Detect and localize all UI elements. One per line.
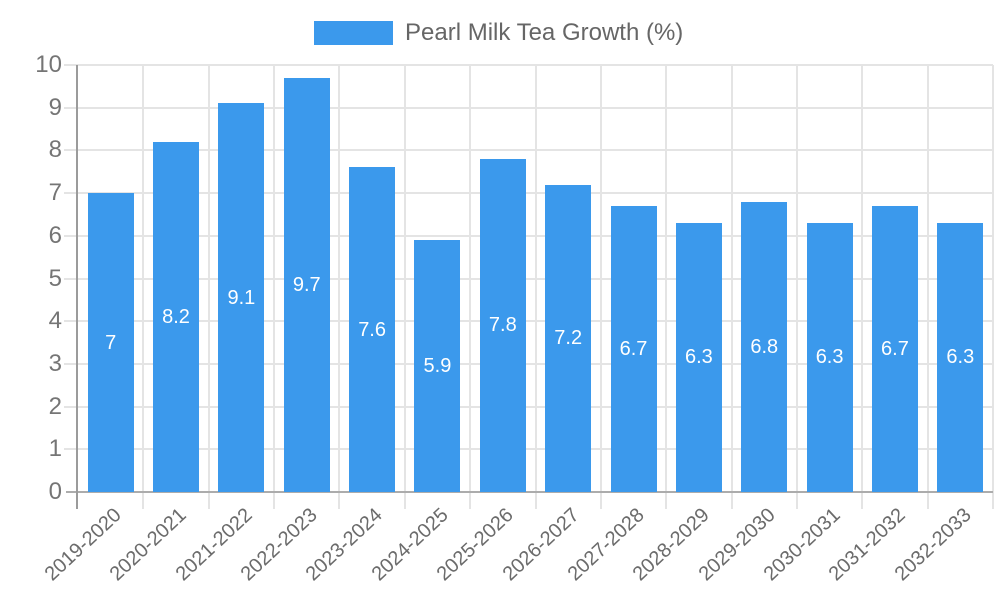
gridline-y: [64, 149, 993, 152]
legend-label: Pearl Milk Tea Growth (%): [405, 19, 684, 46]
y-tick-label: 3: [48, 349, 62, 377]
y-axis: [76, 65, 78, 509]
gridline-y: [64, 405, 993, 408]
gridline-x: [599, 65, 602, 509]
gridline-x: [730, 65, 733, 509]
gridline-y: [64, 192, 993, 195]
y-tick-label: 2: [48, 392, 62, 420]
gridline-x: [469, 65, 472, 509]
bar: [610, 205, 657, 492]
gridline-y: [64, 362, 993, 365]
bar-value-label: 6.7: [881, 337, 909, 360]
gridline-x: [795, 65, 798, 509]
gridline-y: [64, 448, 993, 451]
bar: [87, 193, 134, 492]
bar-value-label: 7: [105, 331, 117, 354]
bar: [479, 158, 526, 492]
gridline-x: [861, 65, 864, 509]
bar-value-label: 9.7: [292, 273, 321, 296]
bar-value-label: 6.7: [619, 337, 648, 360]
gridline-y: [64, 320, 993, 323]
bar: [349, 167, 396, 492]
y-tick-label: 10: [35, 51, 62, 78]
gridline-x: [142, 65, 145, 509]
bar-value-label: 7.2: [554, 327, 583, 350]
gridline-x: [926, 65, 929, 509]
bar-value-label: 6.3: [815, 346, 844, 369]
gridline-y: [64, 64, 993, 66]
bar-value-label: 8.2: [162, 305, 190, 328]
bar-value-label: 9.1: [227, 286, 256, 309]
legend-swatch-icon: [314, 21, 393, 45]
bar: [414, 240, 461, 492]
bar-value-label: 6.3: [946, 346, 975, 369]
gridline-y: [64, 277, 993, 280]
gridline-x: [207, 65, 210, 509]
y-tick-label: 8: [48, 136, 62, 164]
bar-value-label: 5.9: [423, 355, 452, 378]
bar: [675, 222, 722, 492]
y-tick-label: 9: [48, 93, 62, 121]
y-tick-label: 5: [48, 264, 62, 292]
gridline-x: [338, 65, 341, 509]
bar-value-label: 6.3: [684, 346, 713, 369]
bar-value-label: 7.8: [488, 314, 517, 337]
y-tick-label: 4: [48, 307, 62, 335]
gridline-x: [534, 65, 537, 509]
bar: [218, 103, 265, 492]
bar-value-label: 6.8: [750, 335, 779, 358]
bar: [283, 77, 330, 492]
y-tick-label: 7: [48, 179, 62, 207]
x-axis: [66, 491, 993, 493]
y-tick-label: 0: [48, 478, 62, 505]
y-tick-label: 1: [48, 435, 62, 463]
gridline-x: [273, 65, 276, 509]
bar: [741, 201, 788, 492]
gridline-y: [64, 234, 993, 237]
bar: [545, 184, 592, 492]
bar: [871, 205, 918, 492]
gridline-y: [64, 106, 993, 109]
gridline-x: [992, 65, 994, 509]
gridline-x: [665, 65, 668, 509]
bar: [937, 222, 984, 492]
bar: [153, 141, 200, 492]
bar-value-label: 7.6: [358, 318, 386, 341]
gridline-x: [403, 65, 406, 509]
y-tick-label: 6: [48, 221, 62, 249]
bar: [806, 222, 853, 492]
legend-item[interactable]: Pearl Milk Tea Growth (%): [314, 21, 683, 45]
